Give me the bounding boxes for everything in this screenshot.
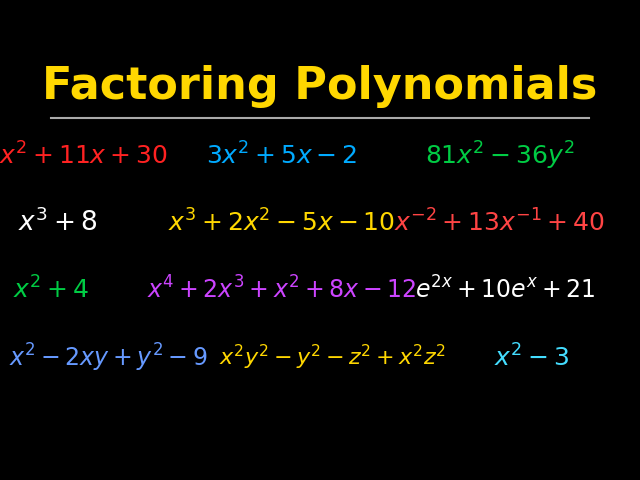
Text: $x^2-3$: $x^2-3$: [493, 344, 569, 371]
Text: $x^4+2x^3+x^2+8x-12$: $x^4+2x^3+x^2+8x-12$: [147, 277, 416, 304]
Text: $x^2y^2-y^2-z^2+x^2z^2$: $x^2y^2-y^2-z^2+x^2z^2$: [219, 343, 447, 372]
Text: $81x^2-36y^2$: $81x^2-36y^2$: [424, 140, 574, 172]
Text: $e^{2x}+10e^{x}+21$: $e^{2x}+10e^{x}+21$: [415, 277, 596, 304]
Text: $3x^2+5x-2$: $3x^2+5x-2$: [206, 143, 357, 169]
Text: $x^{-2}+13x^{-1}+40$: $x^{-2}+13x^{-1}+40$: [394, 210, 605, 237]
Text: $x^2+11x+30$: $x^2+11x+30$: [0, 143, 168, 169]
Text: $x^3+2x^2-5x-10$: $x^3+2x^2-5x-10$: [168, 210, 395, 237]
Text: $x^2-2xy+y^2-9$: $x^2-2xy+y^2-9$: [10, 341, 208, 374]
Text: $x^3+8$: $x^3+8$: [18, 209, 97, 238]
Text: $x^2+4$: $x^2+4$: [13, 277, 89, 304]
Text: Factoring Polynomials: Factoring Polynomials: [42, 65, 598, 108]
